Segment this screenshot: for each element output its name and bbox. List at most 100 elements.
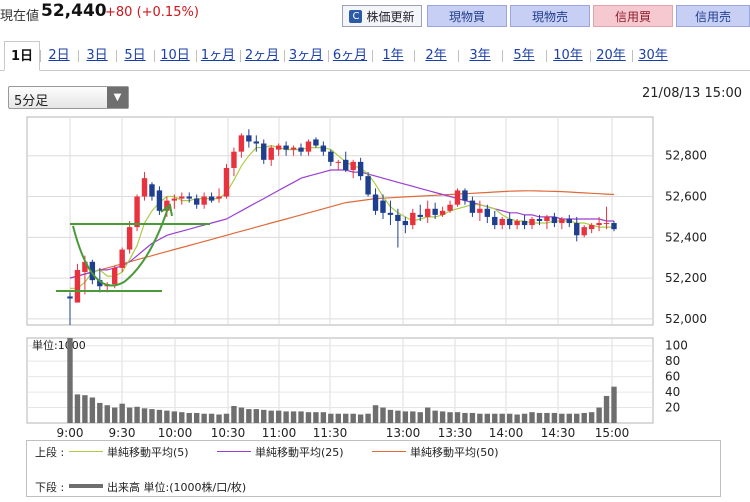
period-tab-bar: 1日 2日 3日 5日 10日 1ヶ月 2ヶ月 3ヶ月 6ヶ月 1年 2年 3年 5年 10年 20年 30年 bbox=[0, 41, 750, 71]
tab-9[interactable]: 6ヶ月 bbox=[332, 48, 368, 63]
candle-body bbox=[164, 200, 170, 211]
volume-bar bbox=[477, 413, 483, 423]
tab-14[interactable]: 10年 bbox=[553, 48, 583, 63]
candle-body bbox=[156, 190, 163, 211]
candle-body bbox=[551, 216, 558, 224]
candle-body bbox=[514, 221, 520, 226]
candle-body bbox=[119, 249, 125, 268]
tab-separator bbox=[328, 50, 329, 62]
candle-body bbox=[462, 190, 468, 201]
tab-6[interactable]: 1ヶ月 bbox=[200, 48, 236, 63]
candle-body bbox=[149, 184, 155, 197]
volume-bar bbox=[365, 413, 371, 423]
candle-body bbox=[112, 267, 118, 285]
legend-upper-label: 上段 : bbox=[35, 446, 65, 459]
volume-bar bbox=[104, 405, 110, 423]
candle-body bbox=[365, 176, 371, 195]
volume-tick-label: 100 bbox=[665, 339, 688, 353]
volume-bar bbox=[201, 413, 207, 423]
candle-body bbox=[141, 178, 148, 197]
volume-bar bbox=[238, 407, 245, 423]
volume-bar bbox=[410, 411, 416, 423]
candle-body bbox=[380, 200, 386, 213]
candle-body bbox=[261, 143, 267, 160]
candle-body bbox=[97, 280, 103, 287]
tab-12[interactable]: 3年 bbox=[469, 48, 491, 63]
interval-select[interactable]: 5分足 ▼ bbox=[8, 86, 129, 109]
volume-bar bbox=[156, 409, 163, 423]
chart-legend: 上段 : 単純移動平均(5) 単純移動平均(25) 単純移動平均(50) 下段 … bbox=[26, 440, 721, 497]
candle-body bbox=[603, 223, 610, 225]
tab-2[interactable]: 2日 bbox=[48, 48, 70, 63]
volume-bar bbox=[223, 413, 230, 423]
candle-body bbox=[387, 212, 394, 215]
refresh-icon: C bbox=[349, 9, 363, 23]
genbutsu-buy-button[interactable]: 現物買 bbox=[427, 5, 507, 27]
candle-body bbox=[238, 135, 245, 152]
time-tick-label: 15:00 bbox=[595, 426, 630, 440]
candle-body bbox=[559, 218, 565, 224]
volume-bar bbox=[67, 338, 73, 423]
volume-bar bbox=[343, 413, 349, 423]
tab-separator bbox=[284, 50, 285, 62]
volume-bar bbox=[253, 409, 260, 423]
time-tick-label: 10:30 bbox=[211, 426, 246, 440]
candle-body bbox=[432, 208, 438, 215]
price-tick-label: 52,600 bbox=[665, 190, 707, 204]
volume-bar bbox=[89, 397, 96, 423]
volume-bar bbox=[574, 413, 580, 423]
candle-body bbox=[305, 141, 312, 152]
volume-bar bbox=[134, 406, 140, 423]
time-tick-label: 11:30 bbox=[313, 426, 348, 440]
tab-7[interactable]: 2ヶ月 bbox=[244, 48, 280, 63]
volume-bar bbox=[328, 413, 334, 423]
volume-bar bbox=[305, 412, 312, 423]
candle-body bbox=[335, 161, 341, 163]
tab-4[interactable]: 5日 bbox=[124, 48, 146, 63]
volume-bar bbox=[581, 412, 587, 423]
volume-bar bbox=[261, 409, 267, 423]
shinyo-buy-button[interactable]: 信用買 bbox=[593, 5, 673, 27]
tab-10[interactable]: 1年 bbox=[382, 48, 404, 63]
time-tick-label: 9:00 bbox=[57, 426, 84, 440]
update-price-label: 株価更新 bbox=[366, 9, 415, 24]
genbutsu-sell-button[interactable]: 現物売 bbox=[510, 5, 590, 27]
time-tick-label: 14:00 bbox=[489, 426, 524, 440]
volume-tick-label: 40 bbox=[665, 385, 680, 399]
tab-11[interactable]: 2年 bbox=[425, 48, 447, 63]
shinyo-sell-button[interactable]: 信用売 bbox=[676, 5, 750, 27]
update-price-button[interactable]: C 株価更新 bbox=[342, 5, 422, 27]
volume-bar bbox=[529, 412, 535, 423]
volume-bar bbox=[112, 407, 118, 423]
price-change: +80 (+0.15%) bbox=[105, 5, 199, 20]
tab-separator bbox=[240, 50, 241, 62]
time-tick-label: 10:00 bbox=[158, 426, 193, 440]
candle-body bbox=[350, 161, 356, 171]
volume-bar bbox=[521, 413, 528, 423]
candle-body bbox=[67, 296, 73, 299]
tab-3[interactable]: 3日 bbox=[86, 48, 108, 63]
current-price-label: 現在値 bbox=[0, 9, 40, 24]
volume-bar bbox=[179, 412, 185, 423]
tab-8[interactable]: 3ヶ月 bbox=[288, 48, 324, 63]
volume-bar bbox=[566, 413, 572, 423]
tab-1[interactable]: 1日 bbox=[4, 41, 40, 71]
time-tick-label: 13:30 bbox=[438, 426, 473, 440]
candle-body bbox=[402, 221, 409, 226]
tab-15[interactable]: 20年 bbox=[596, 48, 626, 63]
volume-bar bbox=[268, 410, 274, 423]
legend-ma5-label: 単純移動平均(5) bbox=[107, 446, 189, 459]
tab-13[interactable]: 5年 bbox=[513, 48, 535, 63]
tab-5[interactable]: 10日 bbox=[160, 48, 190, 63]
ma25-line bbox=[69, 169, 614, 279]
volume-bar bbox=[216, 414, 222, 423]
candle-body bbox=[283, 145, 289, 150]
volume-bar bbox=[335, 413, 341, 423]
price-tick-label: 52,000 bbox=[665, 312, 707, 326]
volume-bar bbox=[439, 411, 446, 423]
volume-bar bbox=[350, 413, 356, 423]
tab-16[interactable]: 30年 bbox=[638, 48, 668, 63]
volume-bar bbox=[499, 413, 505, 423]
legend-ma50-label: 単純移動平均(50) bbox=[410, 446, 499, 459]
tab-separator bbox=[546, 50, 547, 62]
